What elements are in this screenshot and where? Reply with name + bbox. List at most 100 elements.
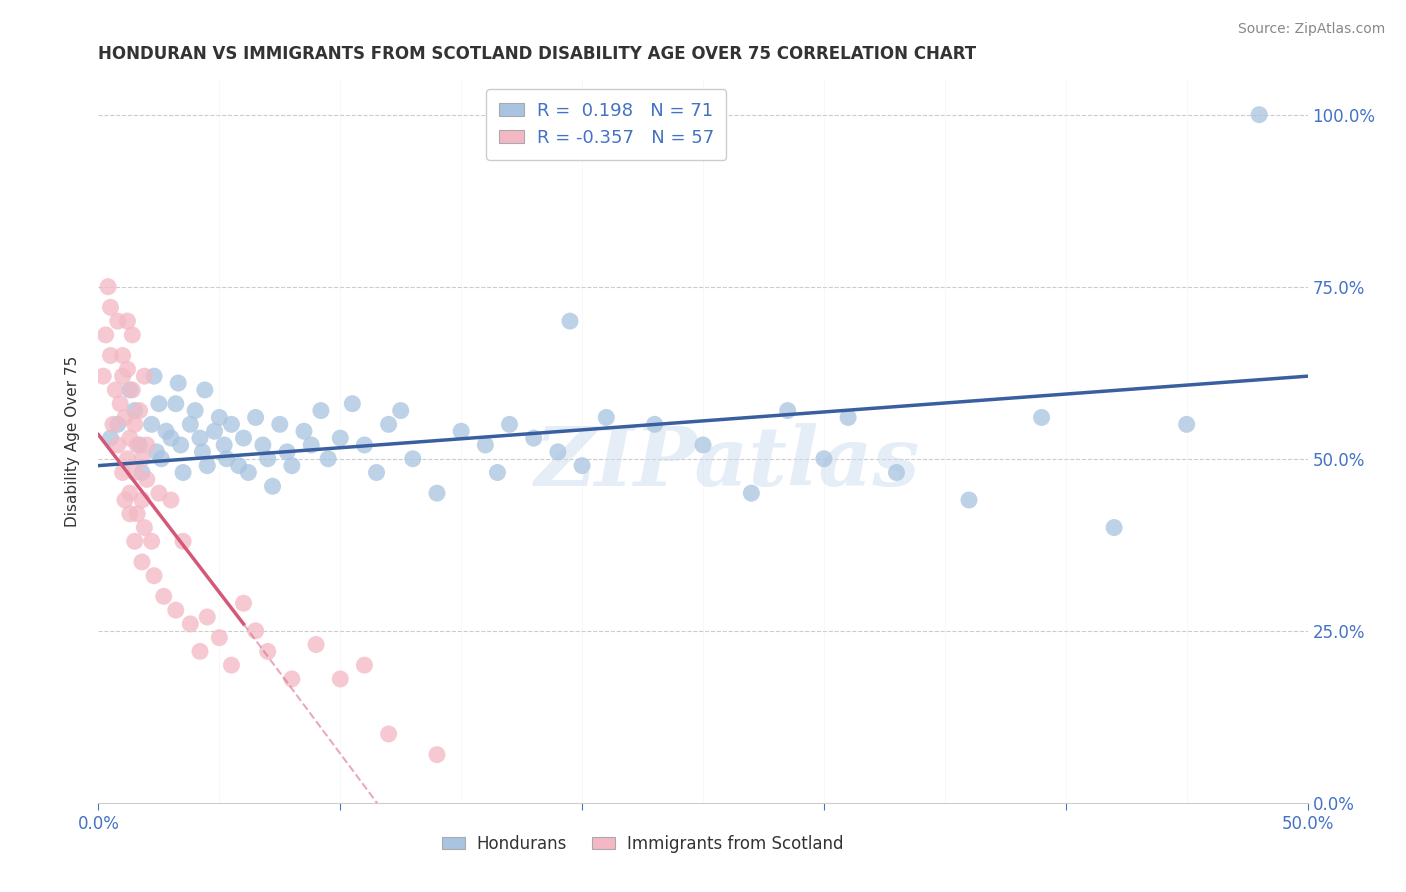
Point [135, 472, 157, 486]
Text: HONDURAN VS IMMIGRANTS FROM SCOTLAND DISABILITY AGE OVER 75 CORRELATION CHART: HONDURAN VS IMMIGRANTS FROM SCOTLAND DIS… [98, 45, 977, 63]
Point [100, 301, 122, 315]
Point [172, 466, 194, 480]
Point [124, 417, 146, 432]
Point [97, 279, 120, 293]
Point [523, 431, 546, 445]
Point [150, 451, 173, 466]
Point [426, 486, 449, 500]
Point [195, 610, 218, 624]
Point [134, 520, 156, 534]
Point [121, 327, 143, 342]
Point [148, 397, 170, 411]
Point [232, 431, 254, 445]
Point [486, 466, 509, 480]
Point [91, 369, 114, 384]
Point [389, 403, 412, 417]
Point [111, 349, 134, 363]
Point [118, 507, 141, 521]
Point [276, 445, 298, 459]
Text: ZIPatlas: ZIPatlas [534, 423, 920, 503]
Point [957, 493, 980, 508]
Point [160, 493, 183, 508]
Point [107, 314, 129, 328]
Point [111, 466, 134, 480]
Point [104, 383, 127, 397]
Point [108, 397, 131, 411]
Point [837, 410, 859, 425]
Point [145, 445, 167, 459]
Point [135, 438, 157, 452]
Point [474, 438, 496, 452]
Point [165, 397, 187, 411]
Point [558, 314, 581, 328]
Point [377, 727, 399, 741]
Point [1031, 410, 1053, 425]
Point [114, 493, 136, 508]
Point [1249, 108, 1271, 122]
Point [179, 616, 201, 631]
Point [644, 417, 666, 432]
Point [118, 431, 141, 445]
Point [377, 417, 399, 432]
Point [309, 403, 332, 417]
Point [776, 403, 799, 417]
Point [165, 603, 187, 617]
Point [117, 451, 139, 466]
Point [191, 445, 214, 459]
Point [450, 424, 472, 438]
Point [329, 672, 352, 686]
Point [221, 417, 243, 432]
Point [131, 451, 153, 466]
Point [195, 458, 218, 473]
Point [101, 417, 124, 432]
Legend: Hondurans, Immigrants from Scotland: Hondurans, Immigrants from Scotland [434, 828, 851, 860]
Point [117, 362, 139, 376]
Point [131, 493, 153, 508]
Point [134, 369, 156, 384]
Point [131, 555, 153, 569]
Point [208, 631, 231, 645]
Point [426, 747, 449, 762]
Point [169, 438, 191, 452]
Point [353, 438, 375, 452]
Point [141, 417, 163, 432]
Point [94, 327, 117, 342]
Point [194, 383, 217, 397]
Point [402, 451, 425, 466]
Point [160, 431, 183, 445]
Point [256, 451, 278, 466]
Point [262, 479, 284, 493]
Point [155, 424, 177, 438]
Point [245, 624, 267, 638]
Point [152, 590, 174, 604]
Point [204, 424, 226, 438]
Point [107, 438, 129, 452]
Point [281, 458, 304, 473]
Point [292, 424, 315, 438]
Point [232, 596, 254, 610]
Point [121, 383, 143, 397]
Point [547, 445, 569, 459]
Point [1175, 417, 1198, 432]
Point [128, 403, 150, 417]
Point [167, 376, 190, 390]
Point [148, 486, 170, 500]
Point [128, 438, 150, 452]
Point [107, 417, 129, 432]
Point [172, 534, 194, 549]
Point [886, 466, 908, 480]
Point [228, 458, 250, 473]
Point [124, 466, 146, 480]
Point [208, 410, 231, 425]
Point [316, 451, 339, 466]
Point [114, 410, 136, 425]
Point [571, 458, 593, 473]
Point [212, 438, 235, 452]
Point [595, 410, 617, 425]
Point [127, 438, 149, 452]
Point [111, 369, 134, 384]
Point [100, 349, 122, 363]
Point [269, 417, 291, 432]
Point [131, 466, 153, 480]
Point [143, 568, 166, 582]
